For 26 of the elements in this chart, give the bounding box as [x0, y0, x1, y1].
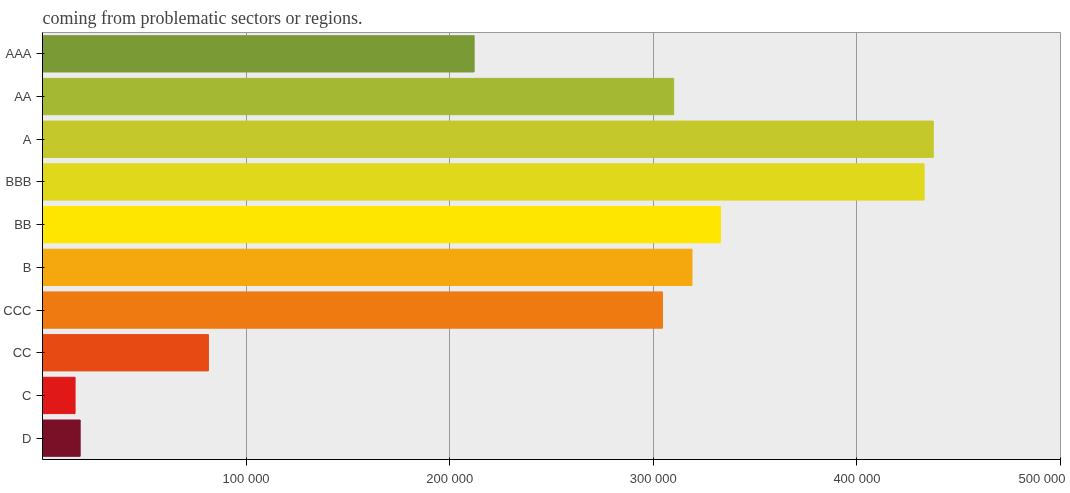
y-tick-label: C: [22, 387, 32, 403]
x-tick-label: 100 000: [222, 470, 270, 486]
y-tick-label: B: [22, 259, 32, 275]
y-tick-label: AA: [14, 89, 32, 105]
y-tick-label: AAA: [5, 46, 32, 62]
bar: [42, 206, 721, 244]
y-tick-label: D: [22, 430, 32, 446]
x-tick-label: 500 000: [1018, 470, 1066, 486]
bar: [42, 419, 81, 457]
x-tick-label: 300 000: [629, 470, 677, 486]
bar: [42, 163, 925, 201]
y-tick-label: CCC: [3, 302, 32, 318]
bar: [42, 334, 209, 372]
y-tick-label: A: [22, 131, 32, 147]
bar: [42, 376, 76, 415]
y-tick-label: BBB: [5, 174, 32, 190]
bar: [42, 291, 663, 329]
bar: [42, 248, 693, 286]
x-tick-label: 200 000: [426, 470, 474, 486]
y-tick-label: BB: [14, 217, 32, 233]
chart-title: coming from problematic sectors or regions.: [42, 7, 363, 28]
bar: [42, 35, 475, 73]
y-tick-label: CC: [12, 345, 32, 361]
bar: [42, 120, 934, 158]
x-tick-label: 400 000: [833, 470, 881, 486]
bar: [42, 77, 675, 116]
